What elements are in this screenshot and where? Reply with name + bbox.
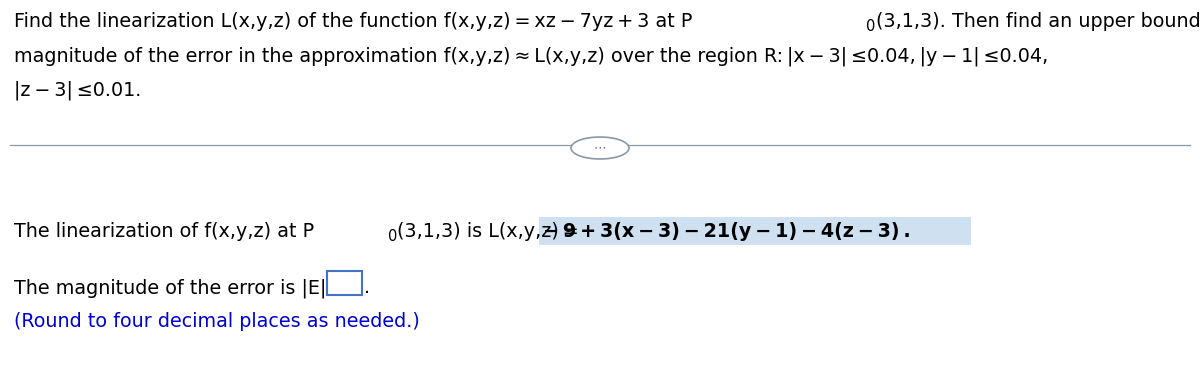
- Text: − 9 + 3(x − 3) − 21(y − 1) − 4(z − 3) .: − 9 + 3(x − 3) − 21(y − 1) − 4(z − 3) .: [542, 222, 911, 241]
- Ellipse shape: [571, 137, 629, 159]
- Text: (Round to four decimal places as needed.): (Round to four decimal places as needed.…: [14, 312, 420, 331]
- Text: 0: 0: [866, 19, 875, 34]
- FancyBboxPatch shape: [539, 217, 971, 245]
- Text: Find the linearization L(x,y,z) of the function f(x,y,z) = xz − 7yz + 3 at P: Find the linearization L(x,y,z) of the f…: [14, 12, 692, 31]
- Text: |z − 3| ≤0.01.: |z − 3| ≤0.01.: [14, 80, 142, 100]
- Text: (3,1,3) is L(x,y,z) =: (3,1,3) is L(x,y,z) =: [397, 222, 578, 241]
- FancyBboxPatch shape: [326, 271, 362, 295]
- Text: The linearization of f(x,y,z) at P: The linearization of f(x,y,z) at P: [14, 222, 314, 241]
- Text: magnitude of the error in the approximation f(x,y,z) ≈ L(x,y,z) over the region : magnitude of the error in the approximat…: [14, 46, 1049, 65]
- Text: ⋯: ⋯: [594, 141, 606, 155]
- Text: The magnitude of the error is |E| ≤: The magnitude of the error is |E| ≤: [14, 278, 347, 297]
- Text: 0: 0: [388, 229, 397, 244]
- Text: (3,1,3). Then find an upper bound for the: (3,1,3). Then find an upper bound for th…: [876, 12, 1200, 31]
- Text: .: .: [364, 278, 370, 297]
